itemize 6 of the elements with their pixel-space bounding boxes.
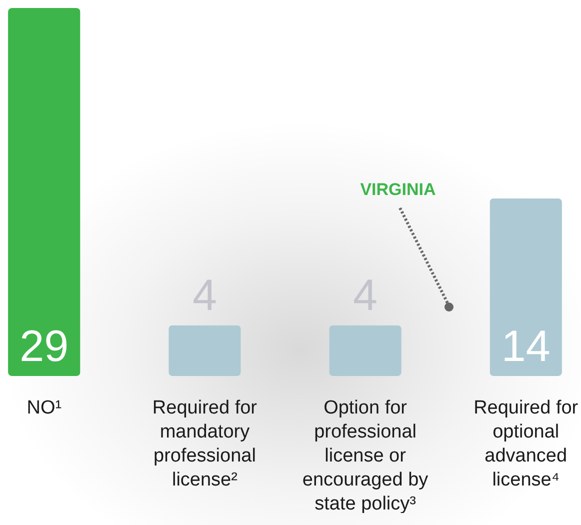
annotation: VIRGINIA — [360, 180, 436, 199]
data-label: 14 — [501, 322, 550, 371]
x-tick-label: Required for optional advanced license⁴ — [474, 398, 579, 490]
x-tick-label: Required for mandatory professional license² — [152, 398, 258, 490]
data-label: 29 — [20, 322, 69, 371]
x-tick-label: NO¹ — [26, 398, 62, 418]
